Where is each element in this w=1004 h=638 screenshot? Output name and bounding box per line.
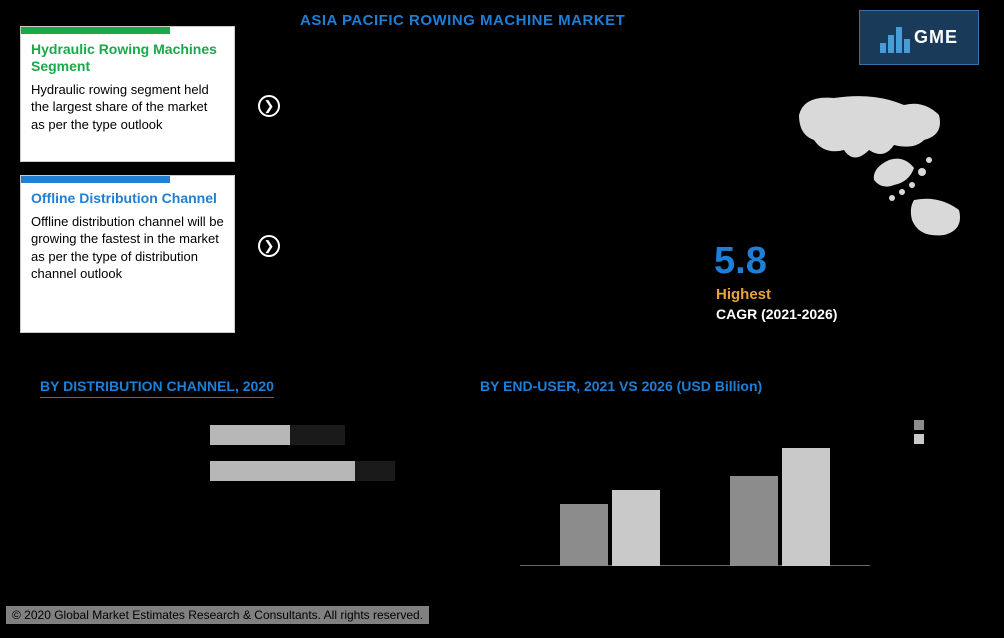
legend-item [914,420,930,430]
chevron-right-icon: ❯ [258,235,280,257]
vbar [560,504,608,566]
vbar-group [560,490,660,566]
card-title: Hydraulic Rowing Machines Segment [31,41,224,75]
hbar-segment [290,425,345,445]
card-body: Offline distribution channel will be gro… [31,213,224,283]
logo-bars-icon [880,23,910,53]
card-title: Offline Distribution Channel [31,190,224,207]
vbar-group [730,448,830,566]
dist-channel-chart-title: BY DISTRIBUTION CHANNEL, 2020 [40,378,274,398]
hbar-segment [210,461,355,481]
legend-swatch [914,434,924,444]
card-accent-bar [21,27,170,34]
segment-card-hydraulic: Hydraulic Rowing Machines Segment Hydrau… [20,26,235,162]
asia-pacific-map-icon [794,90,974,240]
legend-swatch [914,420,924,430]
vbar [782,448,830,566]
card-accent-bar [21,176,170,183]
page-title: ASIA PACIFIC ROWING MACHINE MARKET [300,12,625,29]
cagr-value: 5.8 [714,240,767,283]
end-user-chart-title: BY END-USER, 2021 VS 2026 (USD Billion) [480,378,762,394]
card-body: Hydraulic rowing segment held the larges… [31,81,224,134]
chevron-right-icon: ❯ [258,95,280,117]
chart-legend [914,420,930,448]
cagr-region: 5.8 Highest CAGR (2021-2026) [714,90,974,310]
gme-logo: GME [859,10,979,65]
copyright-footer: © 2020 Global Market Estimates Research … [6,606,429,624]
end-user-chart [500,410,930,590]
segment-card-offline: Offline Distribution Channel Offline dis… [20,175,235,333]
legend-item [914,434,930,444]
hbar-segment [355,461,395,481]
cagr-period-label: CAGR (2021-2026) [716,306,837,322]
vbar [612,490,660,566]
hbar-segment [210,425,290,445]
dist-channel-chart [210,425,420,545]
vbar [730,476,778,566]
cagr-highest-label: Highest [716,286,771,303]
logo-text: GME [914,27,958,48]
